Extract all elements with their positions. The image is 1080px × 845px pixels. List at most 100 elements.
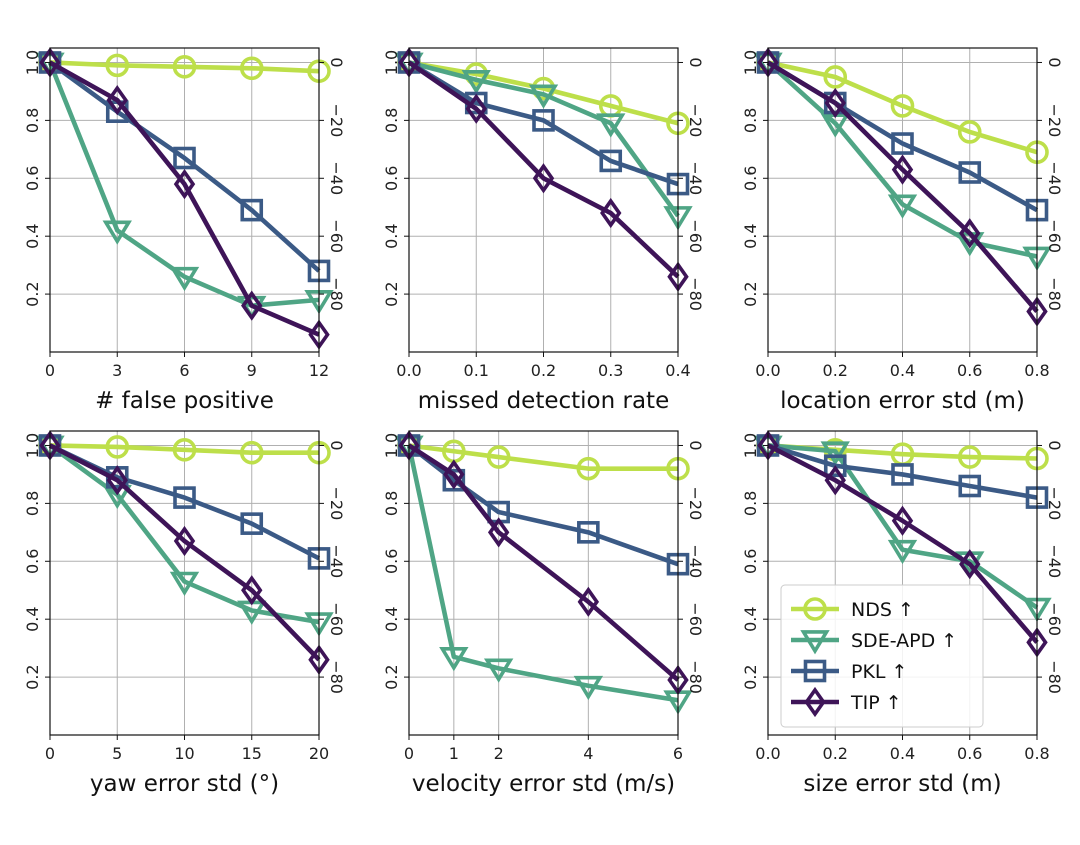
y-tick-label-right: 0 (327, 440, 346, 450)
y-tick-label-right: −20 (1045, 103, 1064, 137)
y-tick-label-right: −40 (327, 544, 346, 578)
series-nds (38, 50, 331, 83)
series-line-sde-apd (408, 60, 680, 218)
y-tick-label-right: −40 (1045, 544, 1064, 578)
x-tick-label: 0.0 (755, 744, 780, 763)
y-tick-label-right: −60 (1045, 602, 1064, 636)
data-point-nds (239, 56, 264, 81)
data-point-nds (957, 120, 982, 144)
x-tick-label: 0.0 (755, 361, 780, 380)
series-line-tip (48, 443, 321, 662)
y-tick-label-left: 0.4 (741, 223, 760, 248)
y-tick-label-right: −20 (686, 486, 705, 520)
y-tick-label-right: −20 (327, 486, 346, 520)
x-tick-label: 0 (45, 744, 55, 763)
x-tick-label: 0 (45, 361, 55, 380)
y-tick-label-right: −60 (1045, 219, 1064, 253)
y-tick-label-left: 1.0 (382, 433, 401, 458)
y-tick-label-left: 0.8 (382, 491, 401, 516)
data-point-sde-apd (169, 571, 200, 596)
y-tick-label-left: 1.0 (741, 433, 760, 458)
y-tick-label-right: −40 (686, 161, 705, 195)
y-tick-label-left: 0.6 (382, 549, 401, 574)
data-point-nds (172, 55, 197, 79)
x-tick-label: 0.2 (823, 744, 848, 763)
y-tick-label-left: 0.2 (23, 664, 42, 689)
y-tick-label-right: −80 (686, 660, 705, 694)
y-tick-label-left: 1.0 (23, 433, 42, 458)
data-point-nds (890, 94, 915, 118)
y-tick-label-right: −80 (1045, 277, 1064, 311)
series-line-sde-apd (406, 444, 679, 703)
data-point-pkl (173, 146, 196, 170)
x-axis-label: # false positive (95, 388, 274, 414)
series-line-sde-apd (47, 61, 320, 308)
data-point-tip (824, 465, 846, 496)
y-tick-label-left: 1.0 (741, 50, 760, 75)
series-tip (39, 430, 330, 675)
x-tick-label: 10 (174, 744, 194, 763)
x-tick-label: 12 (309, 361, 329, 380)
data-point-nds (105, 435, 130, 459)
data-point-sde-apd (887, 194, 918, 219)
series-line-pkl (767, 443, 1038, 500)
y-tick-label-left: 0.8 (741, 491, 760, 516)
data-point-pkl (240, 512, 264, 535)
data-point-tip (443, 459, 465, 490)
data-point-nds (486, 445, 511, 469)
series-line-nds (408, 443, 678, 471)
y-tick-label-right: −60 (327, 219, 346, 253)
y-tick-label-left: 0.2 (23, 281, 42, 306)
x-tick-label: 0.8 (1024, 361, 1049, 380)
data-point-tip (600, 197, 622, 229)
data-point-sde-apd (887, 539, 918, 565)
legend-label-nds: NDS ↑ (851, 599, 914, 621)
y-tick-label-left: 1.0 (23, 50, 42, 75)
y-tick-label-left: 0.4 (23, 606, 42, 631)
series-tip (398, 430, 689, 696)
legend-marker-tip (804, 686, 826, 718)
y-tick-label-left: 0.4 (382, 223, 401, 248)
series-nds (38, 433, 331, 465)
y-tick-label-right: 0 (686, 57, 705, 67)
x-axis-label: missed detection rate (418, 388, 669, 414)
data-point-sde-apd (483, 658, 514, 683)
series-line-sde-apd (767, 443, 1039, 610)
data-point-nds (172, 438, 197, 462)
data-point-sde-apd (439, 646, 469, 672)
data-point-tip (241, 575, 263, 606)
data-point-tip (959, 218, 981, 249)
legend: NDS ↑ SDE-APD ↑ PKL ↑ TIP ↑ (780, 584, 984, 728)
x-tick-label: 0.6 (957, 361, 982, 380)
data-point-pkl (891, 463, 914, 486)
x-tick-label: 0.4 (890, 744, 915, 763)
y-tick-label-right: −20 (327, 103, 346, 137)
y-tick-label-right: −40 (327, 161, 346, 195)
data-point-tip (173, 525, 196, 557)
x-tick-label: 0.6 (957, 744, 982, 763)
axes-frame (408, 430, 679, 736)
data-point-tip (106, 85, 128, 116)
x-tick-label: 1 (449, 744, 459, 763)
series-line-nds (49, 443, 319, 456)
x-tick-label: 0.3 (598, 361, 623, 380)
series-line-nds (408, 60, 679, 126)
y-tick-label-left: 0.8 (23, 491, 42, 516)
data-point-sde-apd (102, 220, 132, 245)
y-tick-label-left: 0.2 (382, 281, 401, 306)
y-tick-label-left: 0.4 (23, 223, 42, 248)
x-tick-label: 2 (494, 744, 504, 763)
x-axis-label: location error std (m) (780, 388, 1025, 414)
y-tick-label-left: 0.6 (741, 166, 760, 191)
data-point-pkl (577, 521, 600, 544)
data-point-nds (957, 445, 982, 469)
legend-label-pkl: PKL ↑ (851, 661, 907, 683)
data-point-tip (465, 93, 487, 124)
panel-1: 0 3 6 9 12 0.2 0.4 0.6 0.8 1.0 0 −20 −40 −60 −80 # fals… (23, 47, 346, 414)
data-point-tip (173, 168, 196, 200)
legend-label-tip: TIP ↑ (850, 692, 902, 714)
series-tip (757, 47, 1048, 327)
x-tick-label: 20 (309, 744, 329, 763)
x-tick-label: 5 (112, 744, 122, 763)
